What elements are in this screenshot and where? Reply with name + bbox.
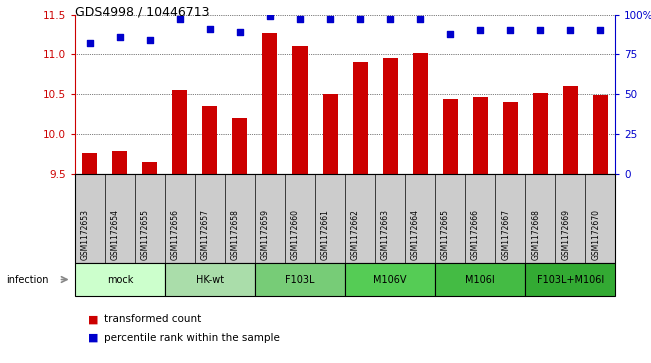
Text: F103L+M106I: F103L+M106I <box>536 274 603 285</box>
Point <box>235 29 245 35</box>
Point <box>325 16 335 22</box>
Point <box>475 28 485 33</box>
Bar <box>353 62 368 174</box>
Text: GSM1172659: GSM1172659 <box>261 209 270 260</box>
Text: GSM1172660: GSM1172660 <box>291 209 300 260</box>
Text: GSM1172654: GSM1172654 <box>111 209 120 260</box>
Bar <box>83 153 98 174</box>
Text: GSM1172668: GSM1172668 <box>531 209 540 260</box>
Text: ■: ■ <box>88 314 98 325</box>
Bar <box>503 102 518 174</box>
Bar <box>562 86 577 174</box>
Bar <box>413 53 428 174</box>
Text: GSM1172669: GSM1172669 <box>561 209 570 260</box>
Point <box>115 34 125 40</box>
Text: percentile rank within the sample: percentile rank within the sample <box>104 333 280 343</box>
Point <box>145 37 155 43</box>
Text: mock: mock <box>107 274 133 285</box>
Point <box>265 13 275 19</box>
Text: transformed count: transformed count <box>104 314 201 325</box>
Text: GSM1172657: GSM1172657 <box>201 209 210 260</box>
Text: GSM1172665: GSM1172665 <box>441 209 450 260</box>
Text: F103L: F103L <box>285 274 314 285</box>
Bar <box>292 46 307 174</box>
Bar <box>113 151 128 174</box>
Point <box>595 28 605 33</box>
Bar <box>383 58 398 174</box>
Text: GSM1172656: GSM1172656 <box>171 209 180 260</box>
Bar <box>443 99 458 174</box>
Text: M106V: M106V <box>373 274 407 285</box>
Text: GSM1172670: GSM1172670 <box>591 209 600 260</box>
Bar <box>173 90 187 174</box>
Bar <box>322 94 337 174</box>
Point <box>445 31 455 37</box>
Point <box>535 28 546 33</box>
Bar <box>592 95 607 174</box>
Point <box>204 26 215 32</box>
Text: GSM1172667: GSM1172667 <box>501 209 510 260</box>
Point <box>505 28 516 33</box>
Bar <box>143 162 158 174</box>
Point <box>565 28 575 33</box>
Text: GSM1172661: GSM1172661 <box>321 209 330 260</box>
Text: GSM1172663: GSM1172663 <box>381 209 390 260</box>
Bar <box>262 33 277 174</box>
Text: M106I: M106I <box>465 274 495 285</box>
Text: GSM1172664: GSM1172664 <box>411 209 420 260</box>
Bar <box>533 93 547 174</box>
Point <box>355 16 365 22</box>
Text: HK-wt: HK-wt <box>196 274 224 285</box>
Point <box>415 16 425 22</box>
Text: GSM1172662: GSM1172662 <box>351 209 360 260</box>
Text: GSM1172655: GSM1172655 <box>141 209 150 260</box>
Text: GSM1172658: GSM1172658 <box>231 209 240 260</box>
Bar <box>202 106 217 174</box>
Point <box>85 40 95 46</box>
Text: ■: ■ <box>88 333 98 343</box>
Bar <box>473 97 488 174</box>
Point <box>295 16 305 22</box>
Text: GDS4998 / 10446713: GDS4998 / 10446713 <box>75 5 210 19</box>
Point <box>385 16 395 22</box>
Point <box>174 16 185 22</box>
Text: infection: infection <box>7 274 49 285</box>
Bar <box>232 118 247 174</box>
Text: GSM1172666: GSM1172666 <box>471 209 480 260</box>
Text: GSM1172653: GSM1172653 <box>81 209 90 260</box>
